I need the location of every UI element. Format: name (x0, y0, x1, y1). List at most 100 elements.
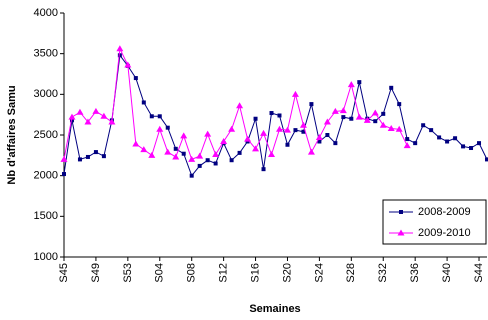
marker (445, 139, 450, 144)
marker (437, 135, 442, 140)
marker (69, 118, 74, 123)
marker (189, 173, 194, 178)
marker (148, 151, 156, 158)
x-tick-label: S36 (409, 263, 421, 283)
x-axis-label: Semaines (249, 303, 300, 315)
marker (379, 121, 387, 128)
marker (196, 152, 204, 159)
marker (389, 85, 394, 90)
marker (429, 128, 434, 133)
x-tick-label: S53 (122, 263, 134, 283)
marker (173, 146, 178, 151)
marker (165, 125, 170, 130)
marker (141, 100, 146, 105)
marker (85, 154, 90, 159)
marker (229, 158, 234, 163)
marker (395, 125, 403, 132)
marker (252, 145, 260, 152)
marker (331, 107, 339, 114)
marker (228, 125, 236, 132)
y-tick-label: 3000 (34, 88, 58, 100)
marker (253, 116, 258, 121)
marker (315, 133, 323, 140)
x-tick-label: S28 (345, 263, 357, 283)
marker (453, 136, 458, 141)
marker (68, 113, 76, 120)
marker (60, 155, 68, 162)
x-tick-label: S32 (377, 263, 389, 283)
marker (363, 116, 371, 123)
marker (116, 45, 124, 52)
marker (268, 151, 276, 158)
marker (101, 154, 106, 159)
marker (181, 151, 186, 156)
marker (275, 125, 283, 132)
marker (261, 167, 266, 172)
legend-box (382, 199, 487, 245)
marker (373, 119, 378, 124)
marker (62, 172, 66, 177)
marker (76, 108, 84, 115)
x-tick-label: S20 (281, 263, 293, 283)
y-tick-label: 2500 (34, 129, 58, 141)
marker (341, 115, 346, 120)
marker (164, 148, 172, 155)
x-tick-label: S12 (218, 263, 230, 283)
marker (220, 138, 228, 145)
legend-label: 2008-2009 (418, 206, 471, 218)
marker (347, 81, 355, 88)
marker (469, 146, 474, 151)
marker (124, 61, 132, 68)
marker (293, 128, 298, 133)
marker (325, 133, 330, 137)
marker (117, 53, 122, 58)
marker (236, 102, 244, 109)
marker (413, 141, 418, 146)
marker (485, 157, 488, 162)
marker (403, 142, 411, 149)
marker (461, 144, 466, 149)
marker (172, 153, 180, 160)
marker (237, 150, 242, 155)
marker (283, 126, 291, 133)
marker (333, 141, 338, 146)
y-axis-label: Nb d'affaires Samu (6, 85, 18, 184)
marker (387, 124, 395, 131)
legend-label: 2009-2010 (418, 227, 471, 239)
marker (291, 90, 299, 97)
marker (108, 118, 116, 125)
x-tick-label: S44 (473, 263, 485, 283)
x-tick-label: S16 (249, 263, 261, 283)
marker (213, 161, 218, 166)
marker (197, 163, 202, 168)
marker (156, 125, 164, 132)
series-line (63, 47, 408, 161)
marker (100, 112, 108, 119)
marker (349, 116, 354, 121)
marker (204, 130, 212, 137)
marker (339, 107, 347, 114)
y-tick-label: 1000 (34, 251, 58, 263)
marker (309, 102, 314, 107)
marker (301, 129, 306, 134)
marker (317, 139, 322, 144)
x-tick-label: S24 (313, 263, 325, 283)
marker (180, 132, 188, 139)
marker (77, 157, 82, 162)
marker (92, 107, 100, 114)
marker (188, 155, 196, 162)
legend: 2008-2009 2009-2010 (382, 199, 487, 245)
marker (399, 210, 403, 214)
marker (357, 80, 362, 85)
y-tick-label: 3500 (34, 48, 58, 60)
marker (84, 118, 92, 125)
x-tick-label: S49 (90, 263, 102, 283)
marker (133, 76, 138, 81)
marker (381, 111, 386, 116)
x-tick-label: S40 (441, 263, 453, 283)
y-tick-label: 2000 (34, 170, 58, 182)
marker (132, 140, 140, 147)
marker (157, 114, 162, 119)
marker (140, 146, 148, 153)
